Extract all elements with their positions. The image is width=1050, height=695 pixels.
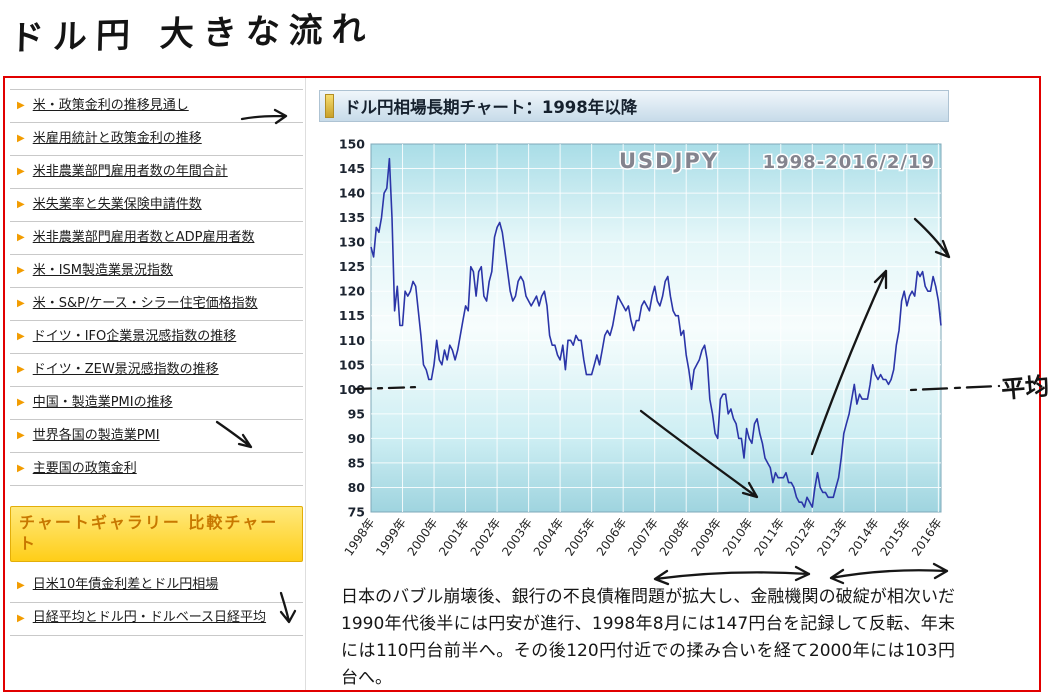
sidebar-link[interactable]: 米非農業部門雇用者数の年間合計 [32,163,228,179]
sidebar-link[interactable]: 米・S&P/ケース・シラー住宅価格指数 [32,295,258,311]
sidebar-list-item[interactable]: ▶ ドイツ・ZEW景況感指数の推移 [10,354,303,387]
x-axis-label: 1998年 [342,516,378,559]
handwritten-average-label: 平均 [1000,371,1050,405]
sidebar-list-item[interactable]: ▶ 日経平均とドル円・ドルベース日経平均 [10,603,303,636]
sidebar-list-item[interactable]: ▶ 日米10年債金利差とドル円相場 [10,570,303,603]
y-axis-label: 130 [339,235,365,250]
sidebar-divider [305,78,306,690]
x-axis-label: 2015年 [877,516,913,559]
bullet-arrow-icon: ▶ [17,579,25,591]
y-axis-label: 75 [348,505,365,520]
x-axis-label: 2009年 [688,516,724,559]
x-axis-label: 2007年 [625,516,661,559]
sidebar-list-item[interactable]: ▶ 主要国の政策金利 [10,453,303,486]
sidebar-link[interactable]: 中国・製造業PMIの推移 [32,394,173,410]
chart-header-bar: ドル円相場長期チャート：1998年以降 [319,90,949,122]
x-axis-label: 2012年 [783,516,819,559]
sidebar-list-item[interactable]: ▶ ドイツ・IFO企業景況感指数の推移 [10,321,303,354]
sidebar: ▶ 米・政策金利の推移見通し ▶ 米雇用統計と政策金利の推移 ▶ 米非農業部門雇用者数の年… [10,78,303,636]
sidebar-clipped-item [10,78,303,90]
x-axis-label: 2004年 [531,516,567,559]
description-paragraph: 日本のバブル崩壊後、銀行の不良債権問題が拡大し、金融機関の破綻が相次いだ1990… [341,587,955,688]
sidebar-nav-list: ▶ 米・政策金利の推移見通し ▶ 米雇用統計と政策金利の推移 ▶ 米非農業部門雇用者数の年… [10,90,303,486]
chart-header-title: ドル円相場長期チャート：1998年以降 [344,98,638,117]
bullet-arrow-icon: ▶ [17,331,25,342]
usdjpy-long-term-chart: 75 80 85 90 95 100 105 110 115 120 125 130 135 140 145… [339,137,945,559]
sidebar-link[interactable]: 米失業率と失業保険申請件数 [32,196,202,212]
sidebar-link[interactable]: ドイツ・IFO企業景況感指数の推移 [32,328,237,344]
plot-area [370,143,942,513]
y-axis-label: 120 [339,284,365,299]
bullet-arrow-icon: ▶ [17,199,25,210]
bullet-arrow-icon: ▶ [17,430,25,441]
y-axis-label: 145 [339,161,365,176]
y-axis-label: 115 [339,308,365,323]
sidebar-list-item[interactable]: ▶ 世界各国の製造業PMI [10,420,303,453]
sidebar-list-item[interactable]: ▶ 米非農業部門雇用者数とADP雇用者数 [10,222,303,255]
sidebar-link[interactable]: 日米10年債金利差とドル円相場 [32,577,219,593]
bullet-arrow-icon: ▶ [17,232,25,243]
y-axis-label: 110 [339,333,365,348]
sidebar-list-item[interactable]: ▶ 米・ISM製造業景況指数 [10,255,303,288]
chart-watermark-daterange: 1998-2016/2/19 [763,152,935,173]
x-axis-label: 2013年 [814,516,850,559]
x-axis-label: 2002年 [468,516,504,559]
sidebar-list-item[interactable]: ▶ 米非農業部門雇用者数の年間合計 [10,156,303,189]
bullet-arrow-icon: ▶ [17,364,25,375]
sidebar-list-item[interactable]: ▶ 米・政策金利の推移見通し [10,90,303,123]
sidebar-link[interactable]: 米雇用統計と政策金利の推移 [32,130,202,146]
sidebar-list-item[interactable]: ▶ 米失業率と失業保険申請件数 [10,189,303,222]
y-axis-label: 90 [348,431,366,446]
x-axis-label: 1999年 [373,516,409,559]
sidebar-link[interactable]: 米・ISM製造業景況指数 [32,262,174,278]
sidebar-list-item[interactable]: ▶ 米雇用統計と政策金利の推移 [10,123,303,156]
sidebar-link[interactable]: 米非農業部門雇用者数とADP雇用者数 [32,229,255,245]
sidebar-link[interactable]: 世界各国の製造業PMI [32,427,160,443]
x-axis-label: 2001年 [436,516,472,559]
x-axis-label: 2011年 [751,516,787,559]
bullet-arrow-icon: ▶ [17,100,25,111]
sidebar-section-header: チャートギャラリー 比較チャート [10,506,303,562]
sidebar-gallery-list: ▶ 日米10年債金利差とドル円相場 ▶ 日経平均とドル円・ドルベース日経平均 [10,570,303,636]
header-accent-bar-icon [325,94,334,118]
x-axis-label: 2000年 [405,516,441,559]
x-axis-label: 2014年 [846,516,882,559]
y-axis-label: 105 [339,357,365,372]
x-axis-label: 2016年 [909,516,945,559]
sidebar-link[interactable]: 日経平均とドル円・ドルベース日経平均 [32,610,267,626]
y-axis-label: 95 [348,406,365,421]
x-axis-label: 2010年 [720,516,756,559]
bullet-arrow-icon: ▶ [17,612,25,624]
sidebar-link[interactable]: 主要国の政策金利 [32,460,137,476]
bullet-arrow-icon: ▶ [17,166,25,177]
y-axis-label: 85 [348,455,365,470]
x-axis-label: 2008年 [657,516,693,559]
x-axis-label: 2003年 [499,516,535,559]
y-axis-label: 80 [348,480,366,495]
y-axis-label: 100 [339,382,365,397]
handwritten-page-title: ドル円 大きな流れ [9,9,376,59]
chart-watermark-symbol: USDJPY [619,149,719,173]
sidebar-link[interactable]: 米・政策金利の推移見通し [32,97,189,113]
bullet-arrow-icon: ▶ [17,463,25,474]
bullet-arrow-icon: ▶ [17,397,25,408]
y-axis-label: 150 [339,137,365,152]
bullet-arrow-icon: ▶ [17,265,25,276]
x-axis-label: 2006年 [594,516,630,559]
sidebar-link[interactable]: ドイツ・ZEW景況感指数の推移 [32,361,219,377]
sidebar-list-item[interactable]: ▶ 中国・製造業PMIの推移 [10,387,303,420]
sidebar-list-item[interactable]: ▶ 米・S&P/ケース・シラー住宅価格指数 [10,288,303,321]
x-axis-label: 2005年 [562,516,598,559]
main-content: ドル円相場長期チャート：1998年以降 75 80 85 90 95 100 105 110 1… [315,90,967,692]
bullet-arrow-icon: ▶ [17,133,25,144]
content-frame: ▶ 米・政策金利の推移見通し ▶ 米雇用統計と政策金利の推移 ▶ 米非農業部門雇用者数の年… [3,76,1041,692]
y-axis-label: 140 [339,186,365,201]
bullet-arrow-icon: ▶ [17,298,25,309]
y-axis-label: 125 [339,259,365,274]
y-axis-label: 135 [339,210,365,225]
